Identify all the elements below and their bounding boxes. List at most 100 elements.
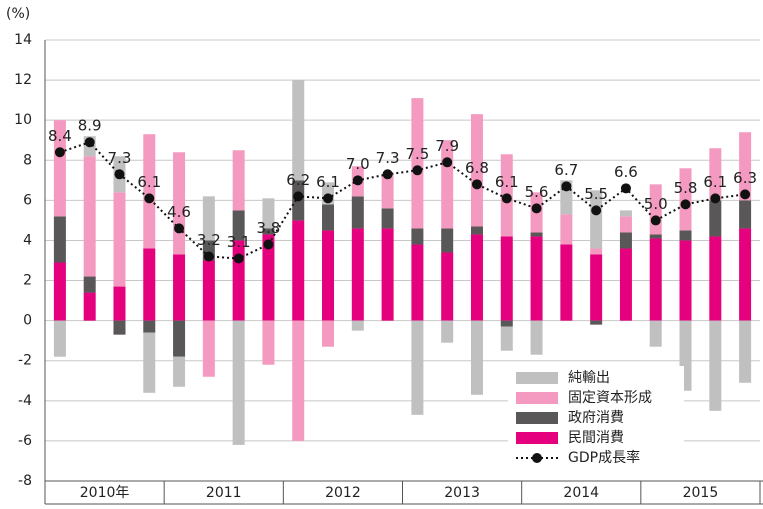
legend-label: 純輸出 [568, 370, 610, 386]
bar-segment [530, 320, 543, 355]
bar-segment [113, 192, 126, 287]
legend-swatch [516, 412, 558, 424]
bar-segment [53, 216, 66, 263]
legend-label: 政府消費 [568, 410, 624, 426]
bar-segment [590, 254, 603, 321]
bar-segment [739, 320, 752, 383]
data-label: 7.5 [405, 145, 429, 163]
gdp-point [710, 193, 721, 204]
bar-segment [381, 174, 394, 209]
axis: -8 -6 -4 -2 0 2 4 6 8 10 12 14 2010年 2011 2012 2013 2014… [14, 32, 763, 505]
bar-segment [441, 228, 454, 253]
bar-segment [351, 228, 364, 321]
bar-segment [530, 236, 543, 321]
legend-label: GDP成長率 [568, 449, 640, 466]
bar-segment [83, 276, 96, 293]
gdp-point [144, 193, 155, 204]
data-label: 8.9 [78, 117, 102, 135]
gdp-point [620, 183, 631, 194]
bar-segment [500, 326, 513, 351]
gdp-point [680, 199, 691, 210]
gdp-point [233, 253, 244, 264]
bar-segment [83, 156, 96, 277]
bar-segment [83, 292, 96, 321]
y-tick-label: 8 [23, 152, 32, 168]
data-label: 5.6 [525, 183, 549, 201]
bar-segment [441, 320, 454, 343]
y-tick-label: 12 [14, 72, 32, 88]
bar-segment [679, 168, 692, 231]
gdp-point [650, 215, 661, 226]
gdp-point [591, 205, 602, 216]
x-group-label: 2010年 [80, 485, 130, 501]
data-label: 3.8 [257, 219, 281, 237]
data-label: 6.7 [554, 161, 578, 179]
gdp-point [561, 181, 572, 192]
bar-segment [500, 320, 513, 327]
y-tick-label: -4 [18, 393, 32, 409]
bar-segment [351, 196, 364, 229]
data-label: 6.1 [137, 173, 161, 191]
bar-segment [739, 228, 752, 321]
bar-segment [381, 208, 394, 229]
bar-segment [113, 286, 126, 321]
data-label: 6.6 [614, 163, 638, 181]
data-label: 5.8 [674, 179, 698, 197]
x-group-label: 2015 [683, 485, 719, 501]
bar-segment [411, 98, 424, 229]
bar-segment [530, 232, 543, 237]
bar-segment [381, 228, 394, 321]
line-layer: 8.4 8.9 7.3 6.1 4.6 3.2 3.1 3.8 6.2 6.1 7.0 7.3 7.5 7… [48, 117, 757, 264]
legend-swatch [516, 432, 558, 444]
bar-segment [590, 320, 603, 325]
bar-segment [590, 190, 603, 249]
bar-segment [441, 252, 454, 321]
bar-segment [232, 150, 245, 211]
bar-segment [53, 120, 66, 217]
legend-label: 固定資本形成 [568, 390, 652, 406]
gdp-point [84, 137, 95, 148]
y-tick-label: 14 [14, 32, 32, 48]
grid [45, 39, 760, 482]
bar-segment [322, 204, 335, 231]
x-group-label: 2014 [563, 485, 599, 501]
bar-segment [173, 320, 186, 357]
data-label: 8.4 [48, 127, 72, 145]
y-tick-label: -8 [18, 473, 32, 489]
bar-segment [202, 320, 215, 377]
bar-segment [679, 240, 692, 321]
gdp-point [263, 239, 274, 250]
data-label: 7.0 [346, 155, 370, 173]
bar-segment [292, 220, 305, 321]
y-tick-label: 2 [23, 273, 32, 289]
gdp-point [471, 179, 482, 190]
y-tick-label: 6 [23, 192, 32, 208]
legend-swatch [516, 372, 558, 384]
bar-segment [322, 230, 335, 321]
bar-segment [292, 80, 305, 181]
data-label: 6.3 [733, 169, 757, 187]
bar-segment [470, 114, 483, 227]
data-label: 5.0 [644, 195, 668, 213]
gdp-point [382, 169, 393, 180]
bar-segment [113, 320, 126, 335]
bar-segment [739, 200, 752, 229]
bar-segment [202, 260, 215, 321]
bar-segment [262, 320, 275, 365]
bar-segment [232, 320, 245, 445]
gdp-point [412, 165, 423, 176]
bar-segment [709, 148, 722, 201]
bar-segment [500, 236, 513, 321]
bar-segment [173, 254, 186, 321]
bar-segment [143, 134, 156, 249]
gdp-line [59, 141, 746, 260]
bar-segment [411, 320, 424, 415]
data-label: 6.1 [316, 173, 340, 191]
legend-swatch [516, 392, 558, 404]
bar-segment [619, 210, 632, 217]
bar-segment [351, 320, 364, 331]
bar-segment [560, 244, 573, 321]
gdp-point [531, 203, 542, 214]
